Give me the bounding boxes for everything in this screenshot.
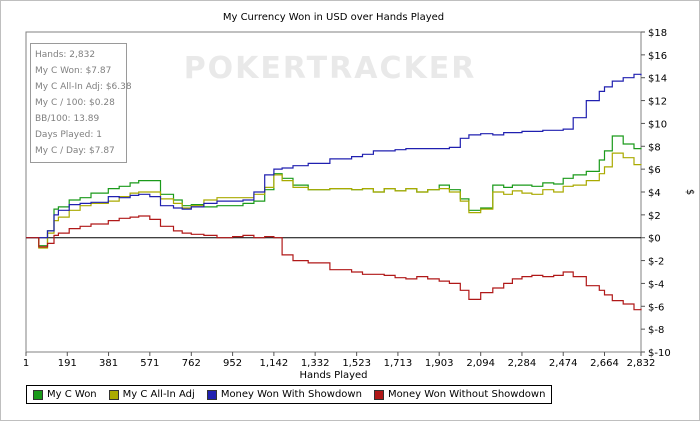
- y-tick-label: $14: [648, 74, 667, 85]
- legend-swatch: [108, 389, 119, 400]
- series-line-allin-adj: [26, 152, 642, 249]
- x-tick-label: 191: [58, 358, 77, 369]
- x-tick-label: 571: [140, 358, 159, 369]
- y-tick-label: $0: [648, 234, 661, 245]
- y-tick-label: $16: [648, 51, 667, 62]
- x-tick-label: 2,284: [508, 358, 537, 369]
- y-tick-label: $-8: [648, 325, 664, 336]
- y-tick-label: $18: [648, 28, 667, 39]
- legend-label: Money Won Without Showdown: [387, 389, 546, 400]
- plot-area: [25, 31, 642, 353]
- legend-label: My C All-In Adj: [122, 389, 195, 400]
- y-tick-label: $4: [648, 188, 661, 199]
- stats-line-hands: Hands: 2,832: [35, 50, 96, 60]
- y-tick-label: $12: [648, 97, 667, 108]
- chart-title: My Currency Won in USD over Hands Played: [223, 12, 444, 23]
- x-tick-label: 2,474: [549, 358, 578, 369]
- y-axis-label: $: [684, 189, 695, 195]
- y-tick-label: $6: [648, 165, 661, 176]
- series-line-without-showdown: [26, 215, 642, 311]
- x-tick-label: 1,903: [425, 358, 454, 369]
- y-tick-label: $-6: [648, 302, 664, 313]
- legend-label: My C Won: [47, 389, 97, 400]
- stats-line-per-day: My C / Day: $7.87: [35, 146, 115, 156]
- x-axis-label: Hands Played: [299, 370, 367, 381]
- y-tick-label: $-4: [648, 279, 664, 290]
- y-tick-label: $2: [648, 211, 661, 222]
- stats-line-won: My C Won: $7.87: [35, 66, 112, 76]
- stats-line-bb-100: BB/100: 13.89: [35, 114, 100, 124]
- x-tick-label: 381: [99, 358, 118, 369]
- x-tick-label: 2,094: [466, 358, 495, 369]
- series-line-with-showdown: [26, 73, 642, 239]
- legend-swatch: [373, 389, 384, 400]
- x-tick-label: 1,332: [301, 358, 330, 369]
- x-tick-label: 1,713: [384, 358, 413, 369]
- legend-swatch: [206, 389, 217, 400]
- chart-legend: My C Won My C All-In Adj Money Won With …: [26, 385, 553, 404]
- legend-label: Money Won With Showdown: [220, 389, 362, 400]
- x-tick-label: 2,664: [590, 358, 619, 369]
- watermark-logo: POKERTRACKER: [184, 51, 477, 86]
- legend-item-my-c-won[interactable]: My C Won: [33, 389, 97, 400]
- x-tick-label: 952: [223, 358, 242, 369]
- legend-item-without-showdown[interactable]: Money Won Without Showdown: [373, 389, 546, 400]
- stats-box: Hands: 2,832 My C Won: $7.87 My C All-In…: [30, 43, 132, 163]
- legend-swatch: [33, 389, 43, 400]
- y-tick-label: $-2: [648, 257, 664, 268]
- x-tick-label: 762: [182, 358, 201, 369]
- stats-line-allin-adj: My C All-In Adj: $6.38: [35, 82, 132, 92]
- y-tick-label: $10: [648, 119, 667, 130]
- stats-line-days: Days Played: 1: [35, 130, 102, 140]
- y-tick-label: $8: [648, 142, 661, 153]
- legend-item-with-showdown[interactable]: Money Won With Showdown: [206, 389, 362, 400]
- x-tick-label: 1,142: [260, 358, 289, 369]
- y-tick-label: $-10: [648, 348, 671, 359]
- legend-item-allin-adj[interactable]: My C All-In Adj: [108, 389, 195, 400]
- stats-line-per-100: My C / 100: $0.28: [35, 98, 115, 108]
- x-tick-label: 2,832: [627, 358, 656, 369]
- x-tick-label: 1,523: [342, 358, 371, 369]
- x-tick-label: 1: [23, 358, 29, 369]
